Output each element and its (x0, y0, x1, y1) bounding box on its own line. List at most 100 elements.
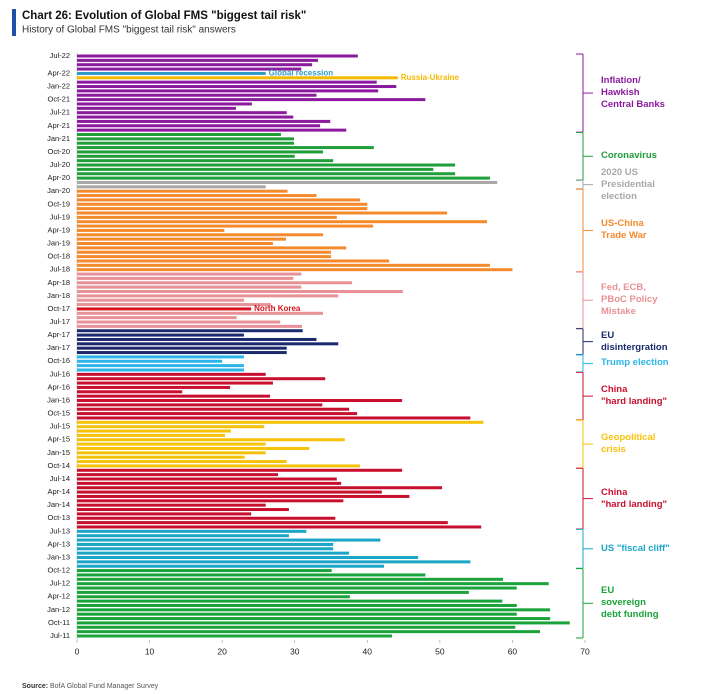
bar (77, 621, 570, 625)
bar (77, 263, 490, 267)
group-label: EU sovereign debt funding (601, 585, 659, 621)
bar (77, 285, 302, 289)
bar (77, 381, 273, 385)
bar (77, 146, 374, 150)
bar (77, 368, 244, 372)
y-tick-label: Jan-13 (47, 552, 70, 561)
y-tick-label: Jul-11 (50, 631, 70, 640)
bar (77, 359, 223, 363)
bar (77, 246, 347, 250)
y-tick-label: Apr-18 (47, 278, 70, 287)
bar (77, 67, 302, 71)
bar (77, 320, 281, 324)
bar (77, 111, 287, 115)
bar (77, 534, 289, 538)
bar (77, 477, 337, 481)
bar (77, 80, 377, 84)
bar (77, 503, 266, 507)
group-label: EU disintergration (601, 329, 668, 353)
bar (77, 407, 350, 411)
bar (77, 577, 503, 581)
y-tick-label: Oct-17 (47, 304, 70, 313)
bar (77, 499, 344, 503)
y-tick-label: Jul-16 (50, 369, 70, 378)
bar (77, 464, 361, 468)
y-tick-label: Jan-12 (47, 605, 70, 614)
bar (77, 307, 252, 311)
bar (77, 71, 266, 75)
y-tick-label: Jul-12 (50, 579, 70, 588)
bar (77, 211, 448, 215)
x-tick-label: 20 (217, 646, 227, 656)
bar (77, 167, 434, 171)
y-tick-label: Jul-22 (50, 51, 70, 60)
bar (77, 612, 517, 616)
y-tick-label: Apr-22 (47, 68, 70, 77)
source: BofA Global Fund Manager Survey (50, 683, 159, 690)
y-tick-label: Jul-15 (50, 422, 70, 431)
bar (77, 416, 471, 420)
bar (77, 556, 419, 560)
x-tick-label: 50 (435, 646, 445, 656)
bar (77, 89, 379, 93)
bar (77, 189, 288, 193)
group-label: US "fiscal cliff" (601, 542, 670, 554)
y-tick-label: Oct-15 (47, 409, 70, 418)
bar (77, 124, 321, 128)
bar (77, 180, 498, 184)
group-label: Geopolitical crisis (601, 432, 656, 456)
inline-label: North Korea (254, 304, 301, 313)
bar (77, 141, 294, 145)
bar (77, 115, 294, 119)
y-tick-label: Jan-19 (47, 239, 70, 248)
y-tick-label: Oct-14 (47, 461, 70, 470)
bar (77, 93, 317, 97)
bar (77, 311, 324, 315)
bar (77, 276, 294, 280)
x-tick-label: 60 (508, 646, 518, 656)
bar (77, 259, 390, 263)
bar (77, 355, 244, 359)
group-label: Fed, ECB, PBoC Policy Mistake (601, 282, 658, 318)
bar (77, 446, 310, 450)
bar (77, 634, 392, 638)
source-label: Source: (22, 683, 48, 690)
bar (77, 481, 342, 485)
bar (77, 508, 289, 512)
bar (77, 473, 279, 477)
y-tick-label: Oct-13 (47, 513, 70, 522)
bar (77, 455, 245, 459)
bar (77, 490, 382, 494)
bar (77, 298, 244, 302)
bar (77, 329, 303, 333)
y-tick-label: Apr-15 (47, 435, 70, 444)
y-tick-label: Oct-12 (47, 566, 70, 575)
bar (77, 385, 231, 389)
bar (77, 630, 541, 634)
title-accent (12, 9, 16, 36)
bar (77, 429, 231, 433)
bar (77, 242, 273, 246)
y-tick-label: Apr-19 (47, 225, 70, 234)
bar (77, 547, 334, 551)
group-label: US-China Trade War (601, 218, 647, 242)
group-label: China "hard landing" (601, 384, 668, 408)
bar (77, 233, 324, 237)
y-tick-label: Jan-18 (47, 291, 70, 300)
y-tick-label: Jul-18 (50, 265, 70, 274)
group-label: Coronavirus (601, 150, 657, 162)
bar (77, 438, 345, 442)
bar (77, 608, 551, 612)
bar (77, 224, 374, 228)
bar (77, 154, 295, 158)
bar (77, 542, 334, 546)
bar (77, 163, 456, 167)
x-tick-label: 30 (290, 646, 300, 656)
bar (77, 215, 337, 219)
y-tick-label: Jan-15 (47, 448, 70, 457)
y-tick-label: Apr-21 (47, 121, 70, 130)
y-tick-label: Jan-17 (47, 343, 70, 352)
bar (77, 194, 317, 198)
x-tick-label: 40 (363, 646, 373, 656)
bar (77, 468, 403, 472)
